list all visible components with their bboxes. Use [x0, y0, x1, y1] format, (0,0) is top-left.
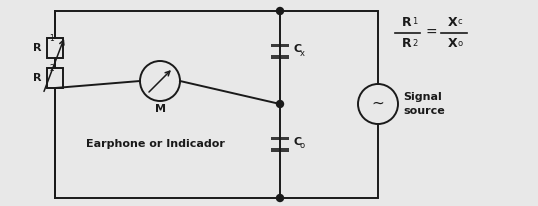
- Text: ~: ~: [372, 96, 384, 110]
- Circle shape: [358, 84, 398, 124]
- Text: R: R: [33, 43, 42, 53]
- Text: 1: 1: [49, 34, 54, 43]
- Text: C: C: [293, 137, 301, 147]
- Text: R: R: [33, 73, 42, 83]
- Polygon shape: [47, 68, 63, 88]
- Circle shape: [277, 7, 284, 14]
- Text: Signal: Signal: [403, 92, 442, 102]
- Circle shape: [277, 101, 284, 108]
- Text: c: c: [458, 17, 463, 26]
- Text: 2: 2: [49, 64, 54, 73]
- Text: source: source: [403, 106, 445, 116]
- Text: x: x: [300, 48, 305, 57]
- Bar: [271, 43, 289, 47]
- Text: Earphone or Indicador: Earphone or Indicador: [86, 139, 224, 149]
- Text: R: R: [402, 16, 412, 29]
- Text: R: R: [402, 37, 412, 50]
- Text: o: o: [458, 39, 463, 48]
- Bar: [271, 55, 289, 59]
- Text: 1: 1: [412, 17, 417, 26]
- Text: =: =: [425, 26, 437, 40]
- Circle shape: [277, 194, 284, 201]
- Bar: [271, 148, 289, 151]
- Text: C: C: [293, 44, 301, 54]
- Text: X: X: [448, 16, 458, 29]
- Polygon shape: [47, 38, 63, 58]
- Text: M: M: [154, 104, 166, 114]
- Text: o: o: [300, 142, 305, 151]
- Text: X: X: [448, 37, 458, 50]
- Text: 2: 2: [412, 39, 417, 48]
- Bar: [271, 137, 289, 140]
